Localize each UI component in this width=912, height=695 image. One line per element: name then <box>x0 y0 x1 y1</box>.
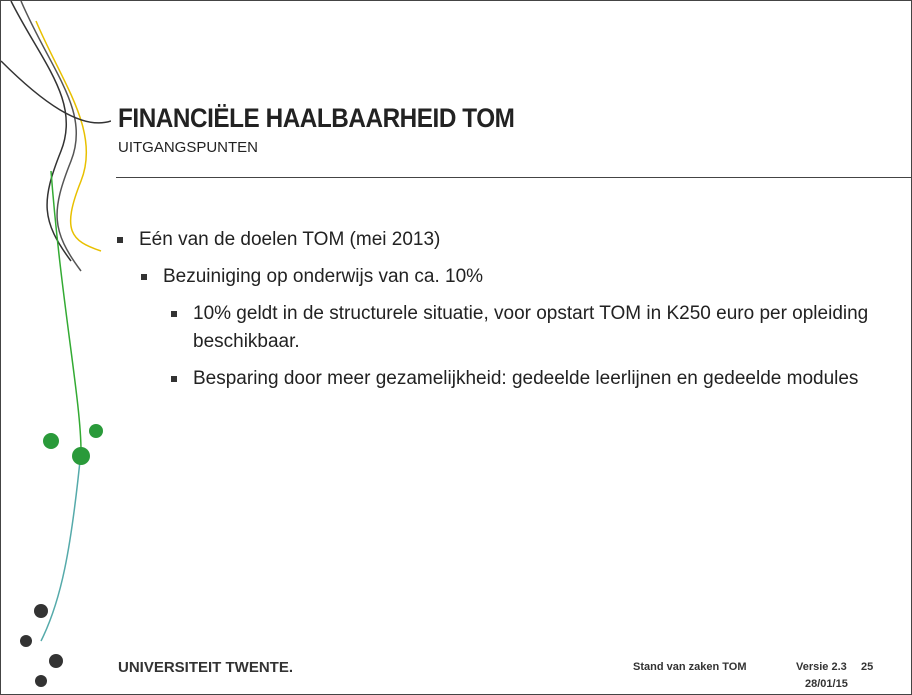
version: Versie 2.3 <box>796 661 847 673</box>
divider <box>116 177 911 178</box>
bullet: 10% geldt in de structurele situatie, vo… <box>113 300 883 356</box>
bullet: Besparing door meer gezamelijkheid: gede… <box>113 365 883 393</box>
bullet-list: Eén van de doelen TOM (mei 2013) Bezuinig… <box>113 226 883 402</box>
logo: UNIVERSITEIT TWENTE. <box>118 659 294 676</box>
title: FINANCIËLE HAALBAARHEID TOM <box>118 103 515 133</box>
decoration <box>1 1 111 687</box>
bullet: Bezuiniging op onderwijs van ca. 10% <box>113 263 883 291</box>
page-number: 25 <box>861 661 874 673</box>
footer-label: Stand van zaken TOM <box>633 661 747 673</box>
bullet: Eén van de doelen TOM (mei 2013) <box>113 226 883 254</box>
subtitle: UITGANGSPUNTEN <box>118 139 259 156</box>
date: 28/01/15 <box>805 678 848 690</box>
